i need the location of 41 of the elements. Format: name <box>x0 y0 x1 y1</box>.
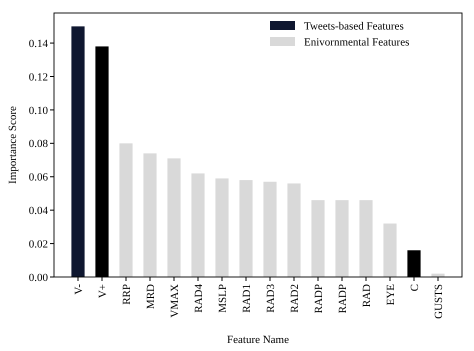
y-tick-label: 0.14 <box>28 38 48 50</box>
x-tick-label: GUSTS <box>432 284 445 319</box>
x-tick-label: RADP <box>312 284 325 314</box>
bar <box>239 180 253 277</box>
x-tick-label: RAD <box>360 284 373 308</box>
bar <box>311 200 325 277</box>
bar <box>119 143 133 277</box>
x-tick-label: RAD3 <box>264 284 277 313</box>
bar <box>287 183 301 277</box>
y-tick-label: 0.04 <box>28 205 48 218</box>
bar <box>263 182 277 277</box>
y-tick-label: 0.02 <box>28 238 48 250</box>
x-tick-label: RAD1 <box>240 284 253 313</box>
x-tick-label: RADP <box>336 284 349 314</box>
bar <box>143 153 157 277</box>
legend-label: Enivornmental Features <box>304 36 410 48</box>
y-axis-title: Importance Score <box>7 106 19 184</box>
x-axis-title: Feature Name <box>227 334 290 346</box>
y-tick-label: 0.10 <box>28 104 48 117</box>
bar <box>359 200 373 277</box>
x-tick-label: MRD <box>144 284 157 310</box>
bar <box>167 158 181 277</box>
bar <box>215 178 229 277</box>
x-tick-label: MSLP <box>216 284 229 313</box>
bar <box>71 26 85 277</box>
y-tick-label: 0.06 <box>28 172 48 184</box>
x-tick-label: VMAX <box>168 284 181 318</box>
x-tick-label: RAD2 <box>288 284 301 313</box>
y-tick-label: 0.08 <box>28 138 48 150</box>
legend-label: Tweets-based Features <box>304 20 404 32</box>
y-tick-label: 0.12 <box>28 71 48 84</box>
x-tick-label: V- <box>72 284 85 295</box>
x-tick-label: RAD4 <box>192 284 205 313</box>
bar <box>335 200 349 277</box>
x-tick-label: C <box>408 284 421 292</box>
x-tick-label: RRP <box>120 284 133 305</box>
y-tick-label: 0.00 <box>28 272 48 284</box>
bar <box>383 224 397 277</box>
x-tick-label: V+ <box>96 284 109 298</box>
bar <box>191 173 205 277</box>
x-tick-label: EYE <box>384 284 397 306</box>
